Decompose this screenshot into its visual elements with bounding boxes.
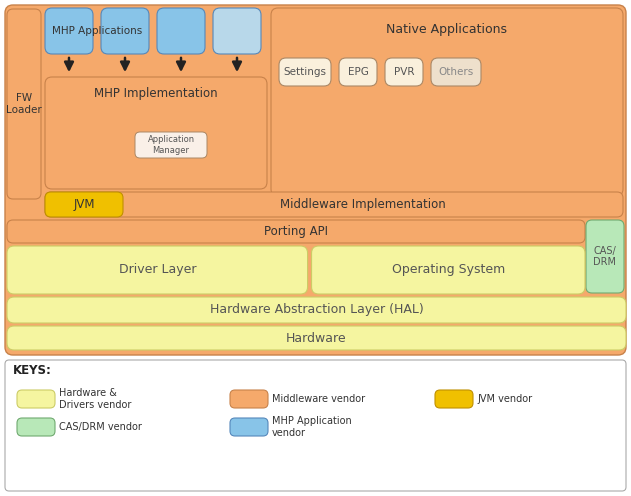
FancyBboxPatch shape	[45, 8, 93, 54]
FancyBboxPatch shape	[45, 77, 267, 189]
FancyBboxPatch shape	[312, 246, 585, 294]
Text: Application
Manager: Application Manager	[148, 135, 194, 155]
Text: Hardware: Hardware	[286, 331, 347, 345]
Text: Hardware Abstraction Layer (HAL): Hardware Abstraction Layer (HAL)	[209, 304, 423, 316]
FancyBboxPatch shape	[7, 246, 307, 294]
FancyBboxPatch shape	[339, 58, 377, 86]
FancyBboxPatch shape	[271, 8, 623, 196]
FancyBboxPatch shape	[45, 192, 623, 217]
Text: Others: Others	[439, 67, 474, 77]
Text: Native Applications: Native Applications	[387, 23, 507, 37]
Text: KEYS:: KEYS:	[13, 365, 52, 377]
Text: Middleware Implementation: Middleware Implementation	[280, 198, 445, 211]
Text: Settings: Settings	[283, 67, 326, 77]
Text: FW
Loader: FW Loader	[6, 93, 42, 115]
FancyBboxPatch shape	[5, 360, 626, 491]
FancyBboxPatch shape	[17, 418, 55, 436]
FancyBboxPatch shape	[230, 390, 268, 408]
FancyBboxPatch shape	[230, 418, 268, 436]
FancyBboxPatch shape	[101, 8, 149, 54]
Text: JVM vendor: JVM vendor	[477, 394, 532, 404]
FancyBboxPatch shape	[213, 8, 261, 54]
FancyBboxPatch shape	[279, 58, 331, 86]
Text: MHP Application
vendor: MHP Application vendor	[272, 416, 351, 438]
FancyBboxPatch shape	[135, 132, 207, 158]
FancyBboxPatch shape	[157, 8, 205, 54]
Text: MHP Implementation: MHP Implementation	[94, 86, 218, 100]
FancyBboxPatch shape	[431, 58, 481, 86]
Text: EPG: EPG	[348, 67, 369, 77]
Text: Driver Layer: Driver Layer	[119, 263, 196, 276]
FancyBboxPatch shape	[5, 5, 626, 355]
FancyBboxPatch shape	[17, 390, 55, 408]
FancyBboxPatch shape	[435, 390, 473, 408]
Text: Middleware vendor: Middleware vendor	[272, 394, 365, 404]
FancyBboxPatch shape	[7, 220, 585, 243]
FancyBboxPatch shape	[7, 297, 626, 323]
Text: PVR: PVR	[394, 67, 414, 77]
Text: Hardware &
Drivers vendor: Hardware & Drivers vendor	[59, 388, 131, 410]
Text: MHP Applications: MHP Applications	[52, 26, 142, 36]
FancyBboxPatch shape	[45, 192, 123, 217]
FancyBboxPatch shape	[7, 9, 41, 199]
Text: JVM: JVM	[73, 198, 95, 211]
Text: Operating System: Operating System	[392, 263, 505, 276]
Text: CAS/DRM vendor: CAS/DRM vendor	[59, 422, 142, 432]
FancyBboxPatch shape	[586, 220, 624, 293]
FancyBboxPatch shape	[7, 326, 626, 350]
Text: CAS/
DRM: CAS/ DRM	[594, 246, 616, 267]
FancyBboxPatch shape	[385, 58, 423, 86]
Text: Porting API: Porting API	[264, 225, 328, 238]
